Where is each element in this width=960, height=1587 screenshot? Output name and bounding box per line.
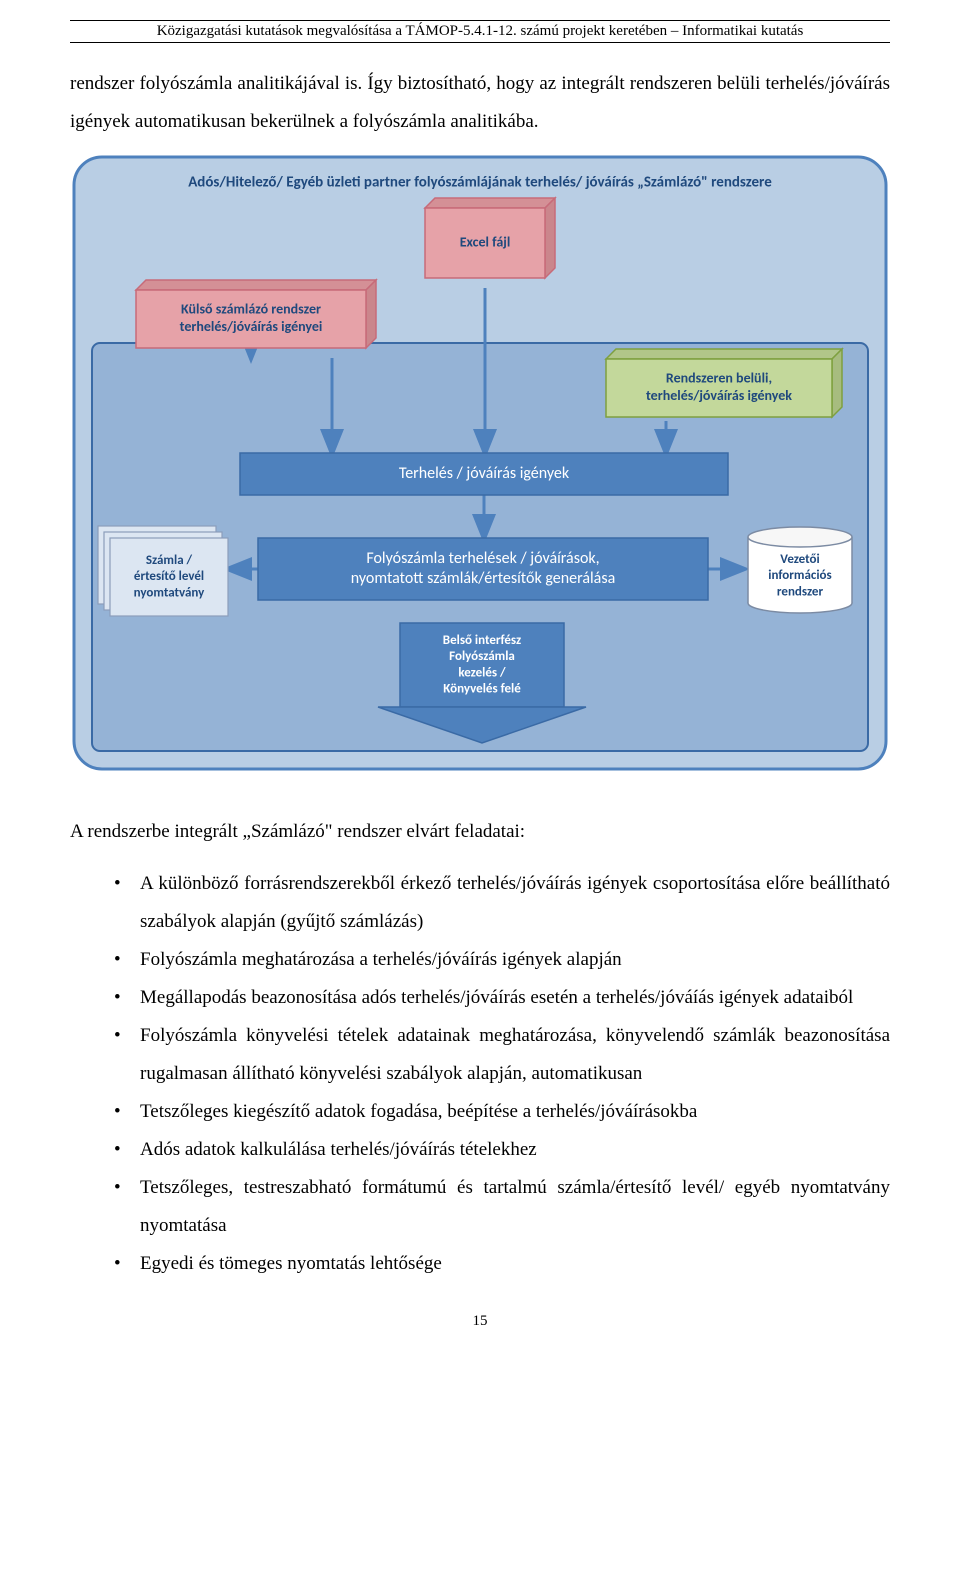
svg-text:Számla /: Számla / — [146, 553, 193, 568]
svg-text:Külső számlázó rendszer: Külső számlázó rendszer — [181, 301, 321, 318]
bullet-item: A különböző forrásrendszerekből érkező t… — [114, 865, 890, 941]
svg-text:rendszer: rendszer — [777, 584, 824, 599]
svg-text:Könyvelés felé: Könyvelés felé — [443, 682, 521, 697]
svg-text:nyomtatott számlák/értesítők g: nyomtatott számlák/értesítők generálása — [351, 569, 615, 588]
svg-text:Belső interfész: Belső interfész — [443, 633, 521, 648]
svg-text:Folyószámla terhelések / jóváí: Folyószámla terhelések / jóváírások, — [366, 549, 599, 568]
svg-text:Vezetői: Vezetői — [780, 552, 819, 567]
svg-text:Folyószámla: Folyószámla — [449, 649, 515, 664]
bullet-item: Adós adatok kalkulálása terhelés/jóváírá… — [114, 1131, 890, 1169]
svg-text:értesítő levél: értesítő levél — [134, 569, 204, 584]
svg-text:terhelés/jóváírás igényei: terhelés/jóváírás igényei — [180, 318, 323, 335]
intro-paragraph: rendszer folyószámla analitikájával is. … — [70, 65, 890, 141]
svg-text:Rendszeren belüli,: Rendszeren belüli, — [666, 370, 772, 387]
bullet-item: Folyószámla meghatározása a terhelés/jóv… — [114, 941, 890, 979]
section-intro: A rendszerbe integrált „Számlázó" rendsz… — [70, 813, 890, 851]
page-header: Közigazgatási kutatások megvalósítása a … — [70, 20, 890, 43]
svg-text:Excel fájl: Excel fájl — [460, 233, 511, 250]
svg-text:kezelés /: kezelés / — [458, 665, 506, 680]
svg-text:nyomtatvány: nyomtatvány — [134, 585, 206, 600]
svg-text:Terhelés / jóváírás igények: Terhelés / jóváírás igények — [399, 464, 570, 483]
bullet-item: Tetszőleges kiegészítő adatok fogadása, … — [114, 1093, 890, 1131]
bullet-item: Tetszőleges, testreszabható formátumú és… — [114, 1169, 890, 1245]
bullet-item: Egyedi és tömeges nyomtatás lehtősége — [114, 1245, 890, 1283]
svg-text:információs: információs — [768, 568, 831, 583]
svg-text:Adós/Hitelező/ Egyéb üzleti pa: Adós/Hitelező/ Egyéb üzleti partner foly… — [188, 174, 772, 192]
svg-text:terhelés/jóváírás igények: terhelés/jóváírás igények — [646, 387, 792, 404]
bullet-item: Megállapodás beazonosítása adós terhelés… — [114, 979, 890, 1017]
bullet-item: Folyószámla könyvelési tételek adatainak… — [114, 1017, 890, 1093]
page-number: 15 — [70, 1313, 890, 1330]
bullet-list: A különböző forrásrendszerekből érkező t… — [70, 865, 890, 1283]
flow-diagram: Adós/Hitelező/ Egyéb üzleti partner foly… — [70, 153, 890, 773]
